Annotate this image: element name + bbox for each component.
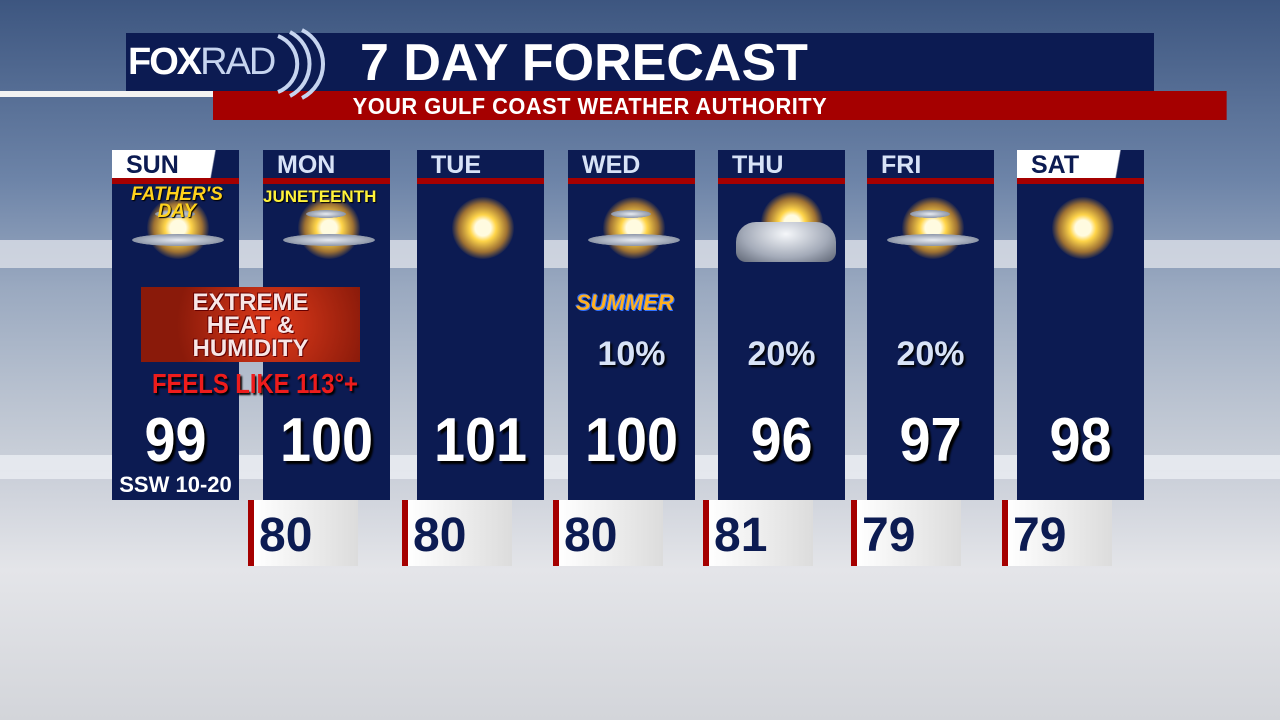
low-temp: 81 <box>703 500 813 566</box>
radar-waves-icon <box>277 28 325 100</box>
mostly-cloudy-icon <box>736 192 836 282</box>
low-temp: 80 <box>248 500 358 566</box>
day-label: THU <box>718 150 845 184</box>
rain-chance: 20% <box>747 335 816 373</box>
feels-like-text: FEELS LIKE 113°+ <box>152 368 358 399</box>
day-column-fri: FRI 20% 97 <box>867 150 994 500</box>
rain-chance: 20% <box>896 335 965 373</box>
low-temp: 80 <box>402 500 512 566</box>
extreme-heat-banner: EXTREME HEAT & HUMIDITY <box>141 287 360 362</box>
low-temp: 80 <box>553 500 663 566</box>
high-temp: 100 <box>584 406 679 475</box>
sunny-icon <box>435 192 530 282</box>
sunny-icon <box>1035 192 1130 282</box>
day-column-thu: THU 20% 96 <box>718 150 845 500</box>
high-temp: 99 <box>144 406 207 475</box>
high-temp: 96 <box>750 406 813 475</box>
logo-fox: FOX <box>128 40 202 83</box>
season-label: SUMMER <box>576 290 674 315</box>
partly-sunny-icon <box>130 192 225 282</box>
day-column-tue: TUE 101 <box>417 150 544 500</box>
partly-sunny-icon <box>281 192 376 282</box>
low-temp: 79 <box>851 500 961 566</box>
partly-sunny-icon <box>586 192 681 282</box>
day-label: SUN <box>112 150 239 184</box>
day-column-wed: WED SUMMER 10% 100 <box>568 150 695 500</box>
day-label: SAT <box>1017 150 1144 184</box>
day-label: WED <box>568 150 695 184</box>
day-label: FRI <box>867 150 994 184</box>
high-temp: 100 <box>279 406 374 475</box>
high-temp: 101 <box>433 406 528 475</box>
heat-line: HEAT & <box>206 312 295 339</box>
rain-chance: 10% <box>597 335 666 373</box>
holiday-label: JUNETEENTH <box>263 187 377 206</box>
high-temp: 98 <box>1049 406 1112 475</box>
day-label: TUE <box>417 150 544 184</box>
logo-rad: RAD <box>200 40 276 83</box>
subtitle: YOUR GULF COAST WEATHER AUTHORITY <box>213 91 1227 120</box>
low-temp: 79 <box>1002 500 1112 566</box>
day-label: MON <box>263 150 390 184</box>
partly-sunny-icon <box>885 192 980 282</box>
divider <box>0 91 215 97</box>
heat-line: HUMIDITY <box>192 335 309 362</box>
heat-line: EXTREME <box>192 289 309 316</box>
day-column-sat: SAT 98 <box>1017 150 1144 500</box>
wind-text: SSW 10-20 <box>119 472 232 497</box>
logo: FOX RAD <box>128 36 276 88</box>
page-title: 7 DAY FORECAST <box>360 34 808 92</box>
high-temp: 97 <box>899 406 962 475</box>
holiday-label: FATHER'S DAY <box>131 184 223 222</box>
